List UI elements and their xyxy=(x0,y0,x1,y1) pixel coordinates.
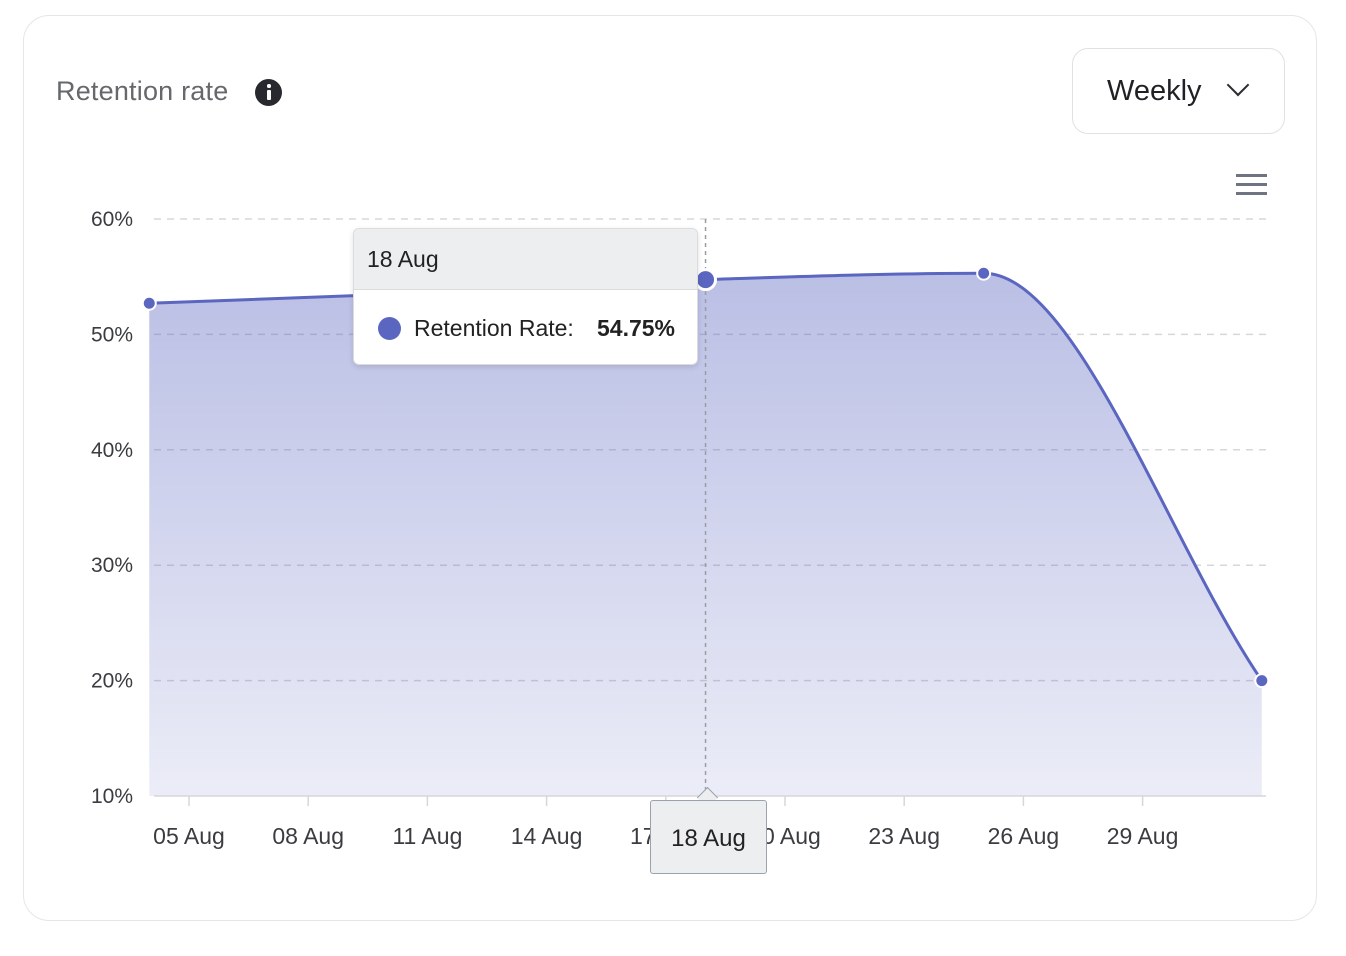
y-tick-label: 60% xyxy=(91,208,133,231)
y-tick-label: 20% xyxy=(91,670,133,693)
tooltip-date: 18 Aug xyxy=(354,229,697,290)
data-point xyxy=(1254,673,1270,689)
data-tooltip: 18 Aug Retention Rate: 54.75% xyxy=(353,228,698,365)
x-tick-label: 11 Aug xyxy=(392,823,462,849)
period-dropdown[interactable]: Weekly xyxy=(1072,48,1285,134)
y-tick-label: 40% xyxy=(91,439,133,462)
y-tick-label: 50% xyxy=(91,323,133,346)
info-icon[interactable] xyxy=(255,79,282,106)
period-dropdown-label: Weekly xyxy=(1107,75,1202,107)
x-tick-label: 05 Aug xyxy=(153,823,225,849)
x-crosshair-label: 18 Aug xyxy=(650,800,767,874)
x-tick-label: 08 Aug xyxy=(272,823,344,849)
data-point xyxy=(976,265,992,281)
x-tick-label: 23 Aug xyxy=(868,823,940,849)
x-tick-label: 14 Aug xyxy=(511,823,583,849)
data-point xyxy=(141,295,157,311)
data-point xyxy=(694,268,718,292)
y-tick-label: 30% xyxy=(91,554,133,577)
tooltip-series-marker xyxy=(378,317,401,340)
card-title: Retention rate xyxy=(56,76,229,106)
y-tick-label: 10% xyxy=(91,785,133,808)
x-tick-label: 26 Aug xyxy=(988,823,1060,849)
tooltip-value: 54.75% xyxy=(597,315,676,341)
tooltip-series-label: Retention Rate: xyxy=(414,315,574,341)
hamburger-menu-icon[interactable] xyxy=(1236,174,1267,196)
x-tick-label: 29 Aug xyxy=(1107,823,1179,849)
